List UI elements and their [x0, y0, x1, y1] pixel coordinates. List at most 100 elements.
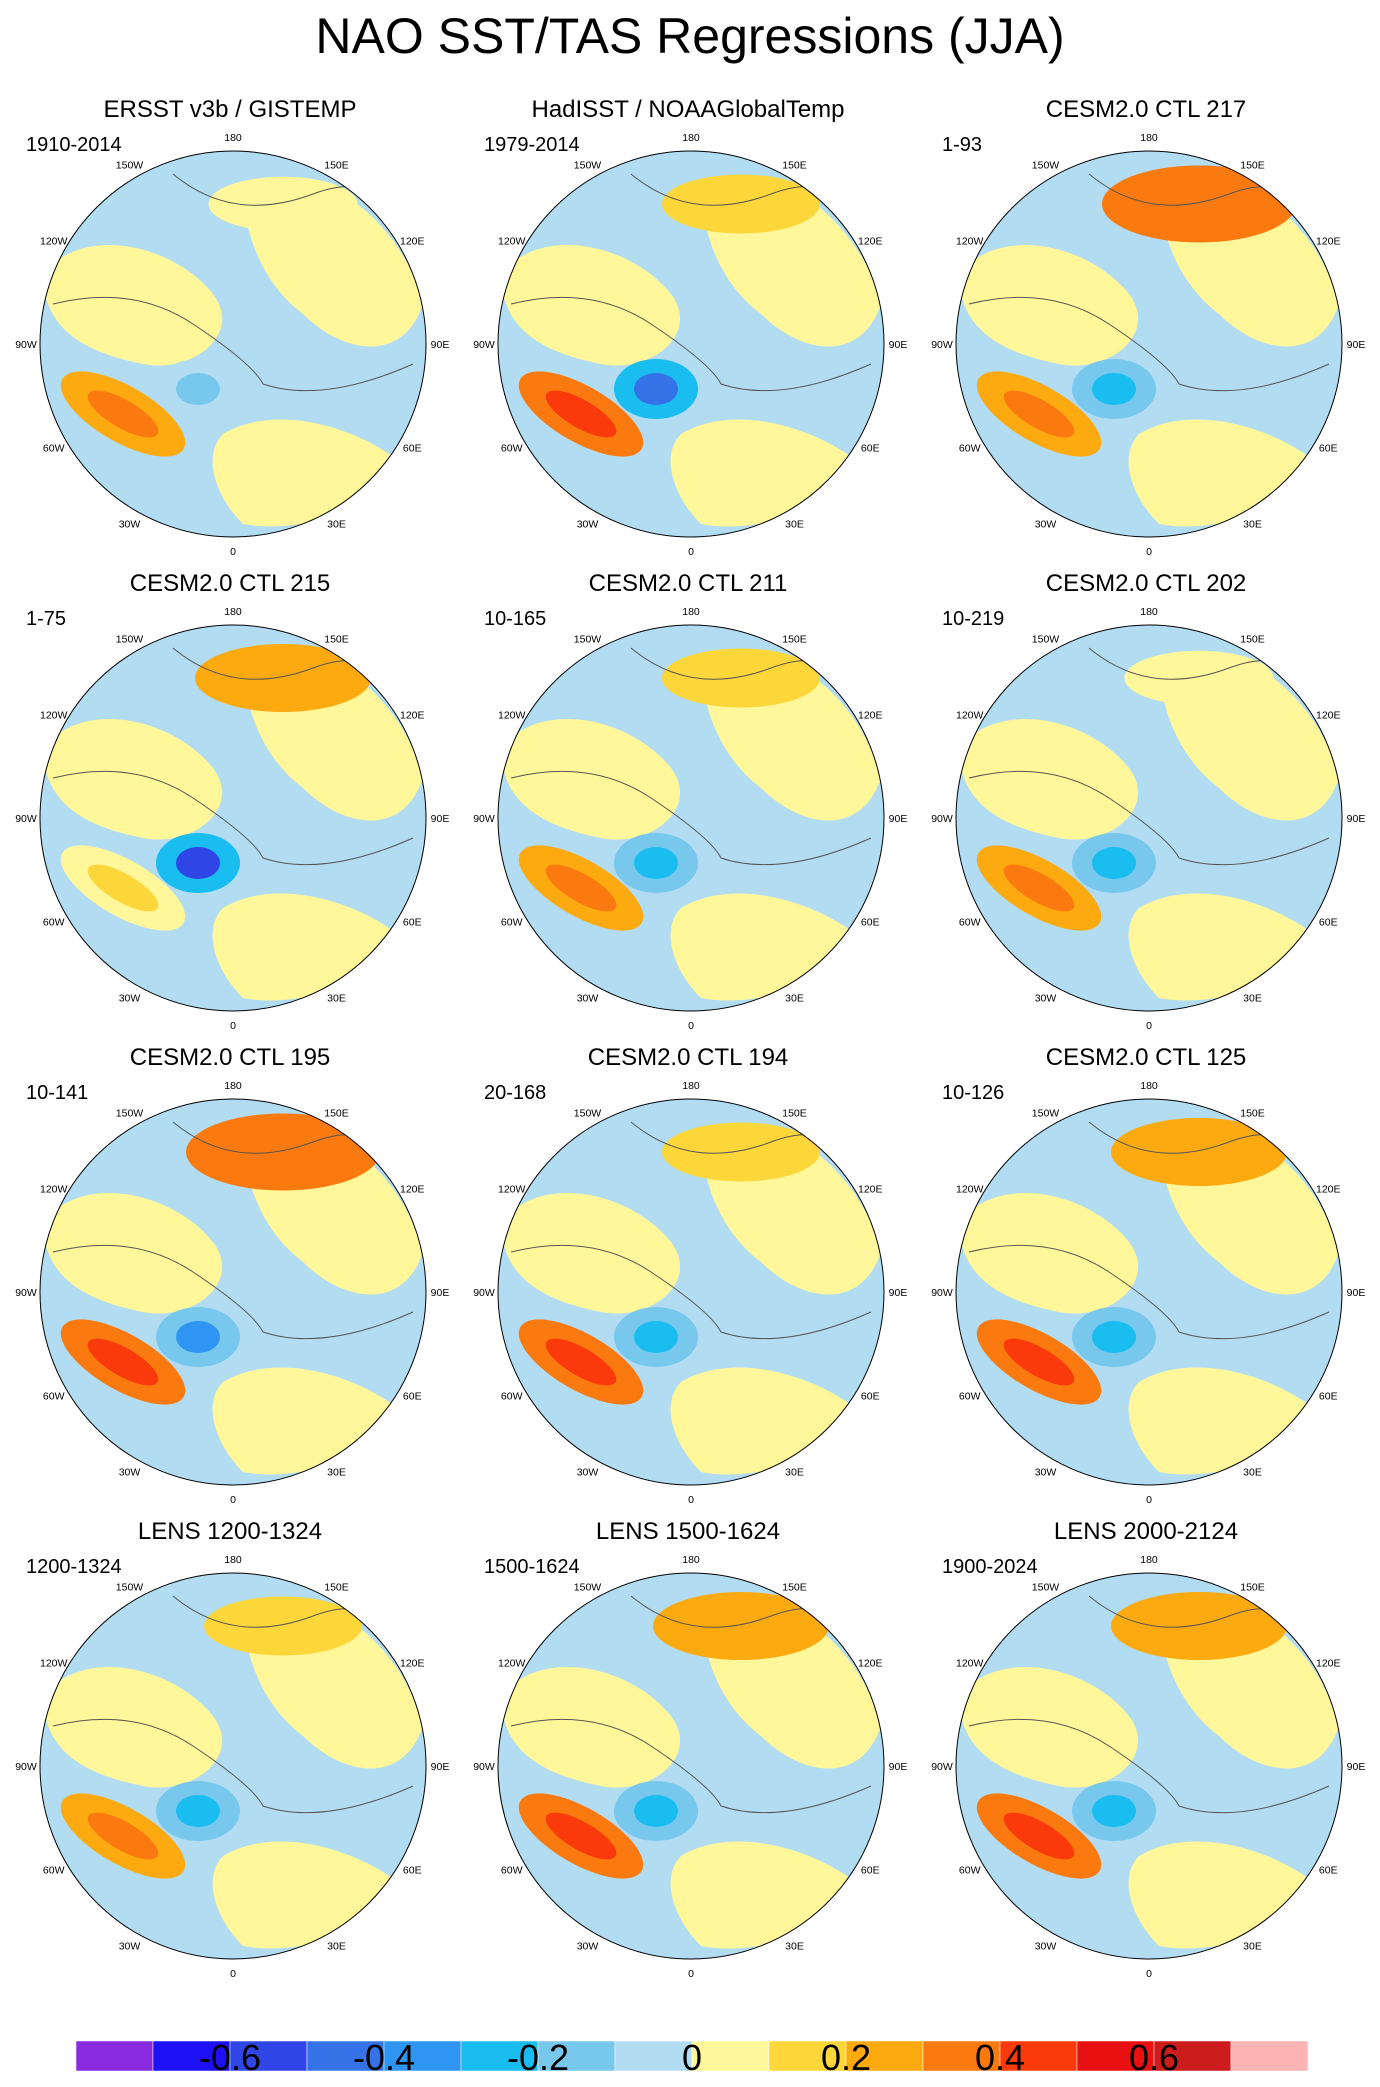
longitude-label: 90E [1347, 339, 1366, 351]
longitude-label: 150W [116, 1582, 144, 1594]
north-america-land [501, 719, 681, 840]
longitude-label: 30E [785, 518, 804, 530]
panel-period-label: 1900-2024 [942, 1556, 1038, 1578]
longitude-label: 180 [224, 1080, 242, 1092]
polar-map: 180 150E 120E 90E 60E 30E 0 30W 60W 90W 120W 150W [473, 1080, 908, 1506]
coastline [510, 296, 872, 392]
longitude-label: 30E [1243, 1940, 1262, 1952]
colorbar-swatch [76, 2041, 154, 2071]
coastline [52, 770, 414, 866]
longitude-label: 180 [682, 1080, 700, 1092]
longitude-label: 30W [1035, 992, 1057, 1004]
map-border [955, 1572, 1343, 1960]
longitude-label: 120E [858, 1184, 883, 1196]
na-warm-core [1003, 1338, 1075, 1386]
longitude-label: 60E [861, 917, 880, 929]
colorbar-tick-label: -0.2 [506, 2037, 570, 2078]
longitude-label: 30W [577, 1466, 599, 1478]
longitude-label: 30E [327, 992, 346, 1004]
panel-period-label: 1-75 [26, 608, 67, 630]
na-cool-core [176, 1795, 220, 1827]
longitude-label: 0 [688, 1494, 694, 1506]
map-border [497, 624, 885, 1012]
longitude-label: 60E [861, 1391, 880, 1403]
longitude-label: 150E [324, 160, 349, 172]
colorbar-tick-label: 0 [681, 2037, 703, 2078]
na-warm-core [545, 1812, 617, 1860]
coastline [52, 1244, 414, 1340]
longitude-label: 90W [15, 1287, 37, 1299]
longitude-label: 120W [40, 710, 68, 722]
longitude-label: 120E [400, 710, 425, 722]
longitude-label: 120E [858, 236, 883, 248]
longitude-label: 0 [230, 1020, 236, 1032]
na-warm-core [1003, 390, 1075, 438]
longitude-label: 180 [224, 606, 242, 618]
longitude-label: 120W [40, 1658, 68, 1670]
longitude-label: 0 [1146, 1020, 1152, 1032]
na-cool-core [176, 847, 220, 879]
coastline [968, 1718, 1330, 1814]
longitude-label: 90E [431, 1287, 450, 1299]
colorbar-swatch [1076, 2041, 1155, 2071]
longitude-label: 180 [682, 1554, 700, 1566]
na-warm-core [545, 864, 617, 912]
longitude-label: 180 [224, 1554, 242, 1566]
panel-title: LENS 1500-1624 [595, 1518, 781, 1545]
na-warm-core [1003, 1812, 1075, 1860]
colorbar-tick-label: 0.4 [974, 2037, 1026, 2078]
longitude-label: 120E [400, 1658, 425, 1670]
na-cool-core [1092, 847, 1136, 879]
north-america-land [959, 1193, 1139, 1314]
colorbar-swatch [922, 2041, 1001, 2071]
longitude-label: 180 [1140, 1554, 1158, 1566]
longitude-label: 90W [473, 1761, 495, 1773]
longitude-label: 60W [43, 1391, 65, 1403]
longitude-label: 30W [577, 992, 599, 1004]
na-cool-core [176, 373, 220, 405]
longitude-label: 120W [40, 236, 68, 248]
longitude-label: 90W [15, 1761, 37, 1773]
longitude-label: 120E [1316, 1184, 1341, 1196]
longitude-label: 180 [682, 132, 700, 144]
longitude-label: 0 [230, 1968, 236, 1980]
longitude-label: 120W [956, 710, 984, 722]
longitude-label: 90E [431, 1761, 450, 1773]
na-warm-core [87, 1338, 159, 1386]
na-cool-core [634, 847, 678, 879]
longitude-label: 90W [931, 1761, 953, 1773]
coastline [968, 770, 1330, 866]
panel-title: HadISST / NOAAGlobalTemp [531, 96, 845, 123]
longitude-label: 0 [230, 1494, 236, 1506]
longitude-label: 120E [400, 1184, 425, 1196]
longitude-label: 90E [889, 813, 908, 825]
longitude-label: 60W [959, 1391, 981, 1403]
longitude-label: 180 [682, 606, 700, 618]
na-warm-core [1003, 864, 1075, 912]
longitude-label: 150W [116, 1108, 144, 1120]
map-panel: CESM2.0 CTL 211 10-165 180 150E 120E 90E 60E 30… [458, 570, 918, 1044]
north-america-land [43, 1667, 223, 1788]
longitude-label: 0 [688, 1968, 694, 1980]
longitude-label: 180 [1140, 1080, 1158, 1092]
coastline [968, 296, 1330, 392]
longitude-label: 0 [230, 546, 236, 558]
longitude-label: 120E [1316, 236, 1341, 248]
colorbar-tick-label: -0.6 [198, 2037, 262, 2078]
longitude-label: 90W [473, 339, 495, 351]
colorbar-tick-label: 0.6 [1128, 2037, 1180, 2078]
longitude-label: 90E [889, 339, 908, 351]
figure-title: NAO SST/TAS Regressions (JJA) [315, 8, 1065, 64]
panel-title: CESM2.0 CTL 202 [1045, 570, 1247, 597]
polar-map: 180 150E 120E 90E 60E 30E 0 30W 60W 90W 120W 150W [931, 606, 1365, 1032]
panel-title: LENS 2000-2124 [1053, 1518, 1239, 1545]
longitude-label: 90E [889, 1287, 908, 1299]
panel-title: LENS 1200-1324 [137, 1518, 323, 1545]
longitude-label: 90W [473, 813, 495, 825]
panel-period-label: 10-219 [942, 608, 1005, 630]
map-panel: ERSST v3b / GISTEMP 1910-2014 180 150E 120E 9… [0, 96, 460, 570]
map-panel: LENS 2000-2124 1900-2024 180 150E 120E 90E 60E… [916, 1518, 1376, 1992]
longitude-label: 150W [1032, 1108, 1060, 1120]
longitude-label: 30E [1243, 1466, 1262, 1478]
colorbar-swatch [999, 2041, 1078, 2071]
